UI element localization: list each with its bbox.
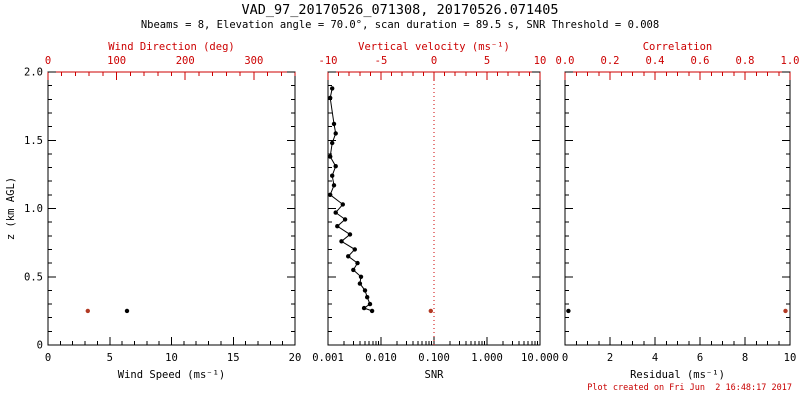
- bottom-tick-label: 0: [562, 352, 568, 364]
- bottom-axis-label: Wind Speed (ms⁻¹): [118, 369, 225, 381]
- y-tick-label: 1.5: [24, 135, 43, 147]
- top-tick-label: 0.2: [601, 55, 620, 67]
- bottom-tick-label: 0.010: [365, 352, 397, 364]
- series-residual: [566, 308, 571, 314]
- bottom-tick-label: 0.001: [312, 352, 344, 364]
- plot-title: VAD_97_20170526_071308, 20170526.071405: [241, 2, 559, 18]
- bottom-tick-label: 0: [45, 352, 51, 364]
- bottom-axis-label: SNR: [425, 369, 445, 381]
- bottom-tick-label: 4: [652, 352, 658, 364]
- top-tick-label: 0: [431, 55, 437, 67]
- series-vertical-velocity: [428, 308, 433, 314]
- top-tick-label: 300: [244, 55, 263, 67]
- series-wind-direction: [85, 308, 91, 314]
- y-axis-label: z (km AGL): [5, 177, 17, 240]
- plot-frame: [564, 71, 791, 346]
- bottom-tick-label: 8: [742, 352, 748, 364]
- top-tick-label: 0: [45, 55, 51, 67]
- y-tick-label: 2.0: [24, 67, 43, 79]
- top-tick-label: 0.8: [736, 55, 755, 67]
- bottom-tick-label: 5: [107, 352, 113, 364]
- plot-created-timestamp: Plot created on Fri Jun 2 16:48:17 2017: [587, 383, 792, 393]
- panel-residual-correlation: 0 2 4 6 8 10 Residual (ms⁻¹) 0.0 0.2 0.4 0.6 0.8 1.0…: [556, 41, 800, 381]
- bottom-tick-label: 20: [289, 352, 302, 364]
- series-snr-profile: [328, 86, 375, 314]
- bottom-tick-label: 6: [697, 352, 703, 364]
- top-tick-label: 0.0: [556, 55, 575, 67]
- y-tick-label: 0: [37, 340, 43, 352]
- top-tick-label: 10: [534, 55, 547, 67]
- series-correlation: [783, 308, 788, 314]
- top-tick-label: 1.0: [781, 55, 800, 67]
- top-tick-label: -10: [319, 55, 338, 67]
- top-tick-label: 0.4: [646, 55, 665, 67]
- bottom-tick-label: 2: [607, 352, 613, 364]
- bottom-tick-label: 15: [227, 352, 240, 364]
- top-axis-label: Vertical velocity (ms⁻¹): [358, 41, 510, 53]
- bottom-tick-label: 10: [784, 352, 797, 364]
- top-tick-label: 100: [107, 55, 126, 67]
- panel-wind: 0 5 10 15 20 Wind Speed (ms⁻¹) 0 100 200 300 Wind …: [5, 41, 301, 381]
- panel-snr-velocity: 0.001 0.010 0.100 1.000 10.000 SNR -10 -5 0 5 10 Ve…: [312, 41, 559, 381]
- bottom-tick-label: 10.000: [521, 352, 559, 364]
- top-axis-label: Correlation: [643, 41, 713, 53]
- y-tick-label: 0.5: [24, 271, 43, 283]
- bottom-axis-label: Residual (ms⁻¹): [630, 369, 725, 381]
- top-axis-label: Wind Direction (deg): [108, 41, 234, 53]
- series-wind-speed: [124, 308, 130, 314]
- y-tick-label: 1.0: [24, 203, 43, 215]
- top-tick-label: 200: [176, 55, 195, 67]
- plot-subtitle: Nbeams = 8, Elevation angle = 70.0°, sca…: [140, 19, 660, 31]
- top-tick-label: 5: [484, 55, 490, 67]
- top-tick-label: -5: [375, 55, 388, 67]
- top-tick-label: 0.6: [691, 55, 710, 67]
- bottom-tick-label: 10: [165, 352, 178, 364]
- bottom-tick-label: 1.000: [471, 352, 503, 364]
- plot-frame: [47, 71, 296, 346]
- bottom-tick-label: 0.100: [418, 352, 450, 364]
